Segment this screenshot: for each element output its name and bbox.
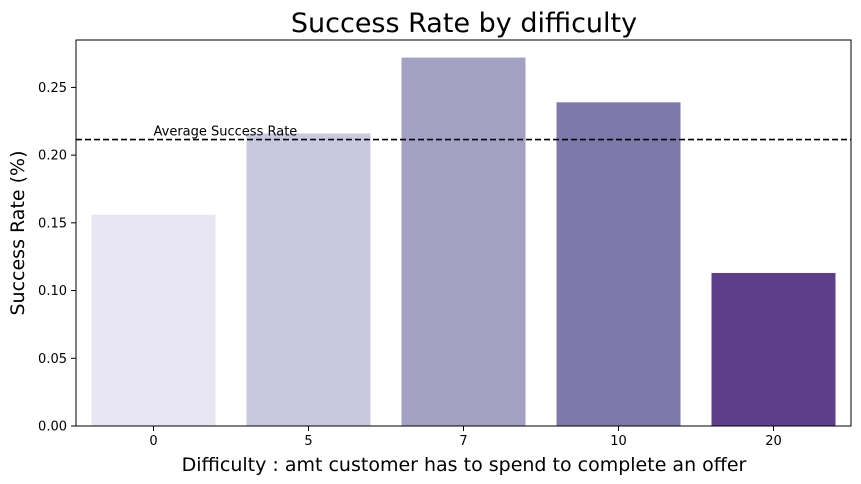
y-tick-label: 0.20 (38, 149, 67, 164)
bar-7 (401, 57, 526, 426)
x-tick-label: 7 (459, 434, 467, 449)
y-tick-label: 0.10 (38, 284, 67, 299)
x-tick-label: 20 (765, 434, 782, 449)
x-tick-label: 5 (304, 434, 312, 449)
x-axis: 0 5 7 10 20 (149, 426, 782, 449)
y-axis-title: Success Rate (%) (7, 150, 29, 315)
bar-5 (246, 133, 371, 426)
average-line-label: Average Success Rate (154, 125, 298, 140)
bar-10 (556, 102, 681, 426)
bar-20 (711, 272, 836, 426)
y-tick-label: 0.00 (38, 420, 67, 435)
x-axis-title: Difficulty : amt customer has to spend t… (182, 454, 747, 476)
chart-title: Success Rate by difficulty (291, 8, 637, 39)
y-tick-label: 0.05 (38, 352, 67, 367)
y-tick-label: 0.15 (38, 216, 67, 231)
bar-0 (91, 214, 216, 426)
y-tick-label: 0.25 (38, 81, 67, 96)
x-tick-label: 0 (149, 434, 157, 449)
bars-group (91, 57, 836, 426)
x-tick-label: 10 (610, 434, 627, 449)
y-axis: 0.00 0.05 0.10 0.15 0.20 0.25 (38, 81, 76, 435)
average-line-group: Average Success Rate (76, 125, 851, 141)
